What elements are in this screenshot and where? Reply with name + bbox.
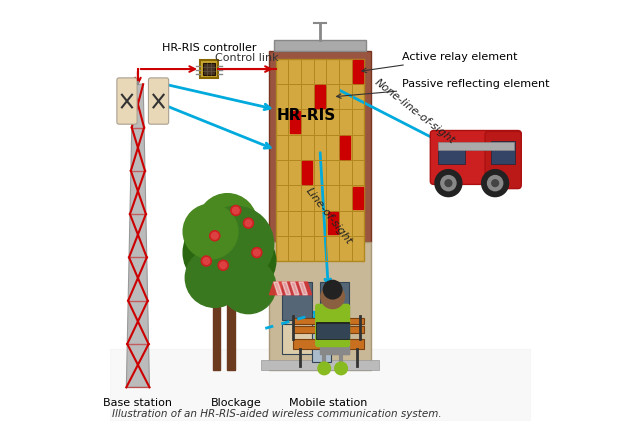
Bar (302, 161, 312, 184)
Bar (269, 242, 371, 370)
Text: HR-RIS: HR-RIS (277, 108, 337, 123)
Bar (320, 324, 349, 354)
Bar (282, 282, 312, 320)
Bar (109, 349, 531, 421)
FancyBboxPatch shape (117, 78, 137, 124)
Circle shape (318, 362, 330, 375)
Circle shape (253, 249, 260, 256)
Circle shape (245, 220, 252, 226)
Circle shape (211, 232, 218, 239)
FancyBboxPatch shape (485, 131, 521, 189)
Circle shape (218, 260, 228, 270)
Circle shape (186, 248, 244, 307)
Text: None-line-of-sight: None-line-of-sight (373, 77, 457, 147)
Bar (491, 141, 515, 164)
Polygon shape (291, 282, 299, 295)
Bar (203, 64, 214, 75)
Bar (292, 318, 364, 324)
Bar (438, 142, 514, 150)
Circle shape (492, 180, 499, 187)
Polygon shape (299, 282, 307, 295)
FancyBboxPatch shape (430, 131, 521, 184)
Bar (315, 85, 325, 108)
Polygon shape (126, 84, 150, 387)
Circle shape (232, 207, 239, 214)
Bar (276, 59, 364, 261)
Text: Active relay element: Active relay element (362, 52, 518, 72)
Text: Illustration of an HR-RIS-aided wireless communication system.: Illustration of an HR-RIS-aided wireless… (111, 409, 441, 419)
Circle shape (198, 206, 274, 282)
Text: Passive reflecting element: Passive reflecting element (337, 79, 550, 98)
Bar (292, 326, 364, 333)
Circle shape (321, 285, 344, 309)
Bar (353, 187, 363, 209)
Bar (274, 40, 366, 51)
Circle shape (435, 170, 462, 197)
Text: Blockage: Blockage (211, 398, 261, 408)
Text: Base station: Base station (104, 398, 172, 408)
Bar (438, 147, 465, 164)
Bar (212, 278, 220, 370)
Circle shape (252, 248, 262, 258)
Circle shape (488, 176, 502, 191)
Circle shape (482, 170, 509, 197)
FancyBboxPatch shape (316, 304, 349, 346)
Bar (353, 60, 363, 83)
Circle shape (183, 217, 255, 288)
Bar (340, 136, 350, 159)
Bar (320, 282, 349, 320)
Text: HR-RIS controller: HR-RIS controller (162, 43, 256, 53)
Text: Control link: Control link (215, 53, 278, 63)
Circle shape (441, 176, 456, 191)
Text: Mobile station: Mobile station (289, 398, 367, 408)
Bar (317, 324, 349, 338)
Circle shape (198, 194, 257, 253)
Circle shape (221, 259, 276, 314)
Bar (290, 111, 300, 133)
Bar (282, 324, 312, 354)
Circle shape (201, 256, 211, 266)
Bar (320, 344, 349, 354)
Bar (269, 51, 371, 242)
Bar (312, 320, 330, 362)
Circle shape (335, 362, 348, 375)
Bar (227, 278, 235, 370)
FancyBboxPatch shape (148, 78, 169, 124)
Bar (261, 360, 379, 370)
Circle shape (220, 262, 227, 269)
Bar (328, 212, 338, 234)
Text: Line-of-sight: Line-of-sight (303, 186, 354, 246)
Bar (292, 339, 364, 349)
Polygon shape (269, 282, 312, 295)
Polygon shape (274, 282, 282, 295)
Circle shape (203, 258, 210, 264)
Bar (316, 322, 349, 339)
Bar (200, 60, 218, 78)
Polygon shape (282, 282, 291, 295)
Circle shape (210, 231, 220, 241)
Circle shape (212, 229, 276, 293)
Circle shape (243, 218, 253, 228)
Circle shape (445, 180, 452, 187)
Circle shape (231, 205, 241, 216)
Circle shape (183, 204, 238, 259)
Circle shape (323, 280, 342, 299)
